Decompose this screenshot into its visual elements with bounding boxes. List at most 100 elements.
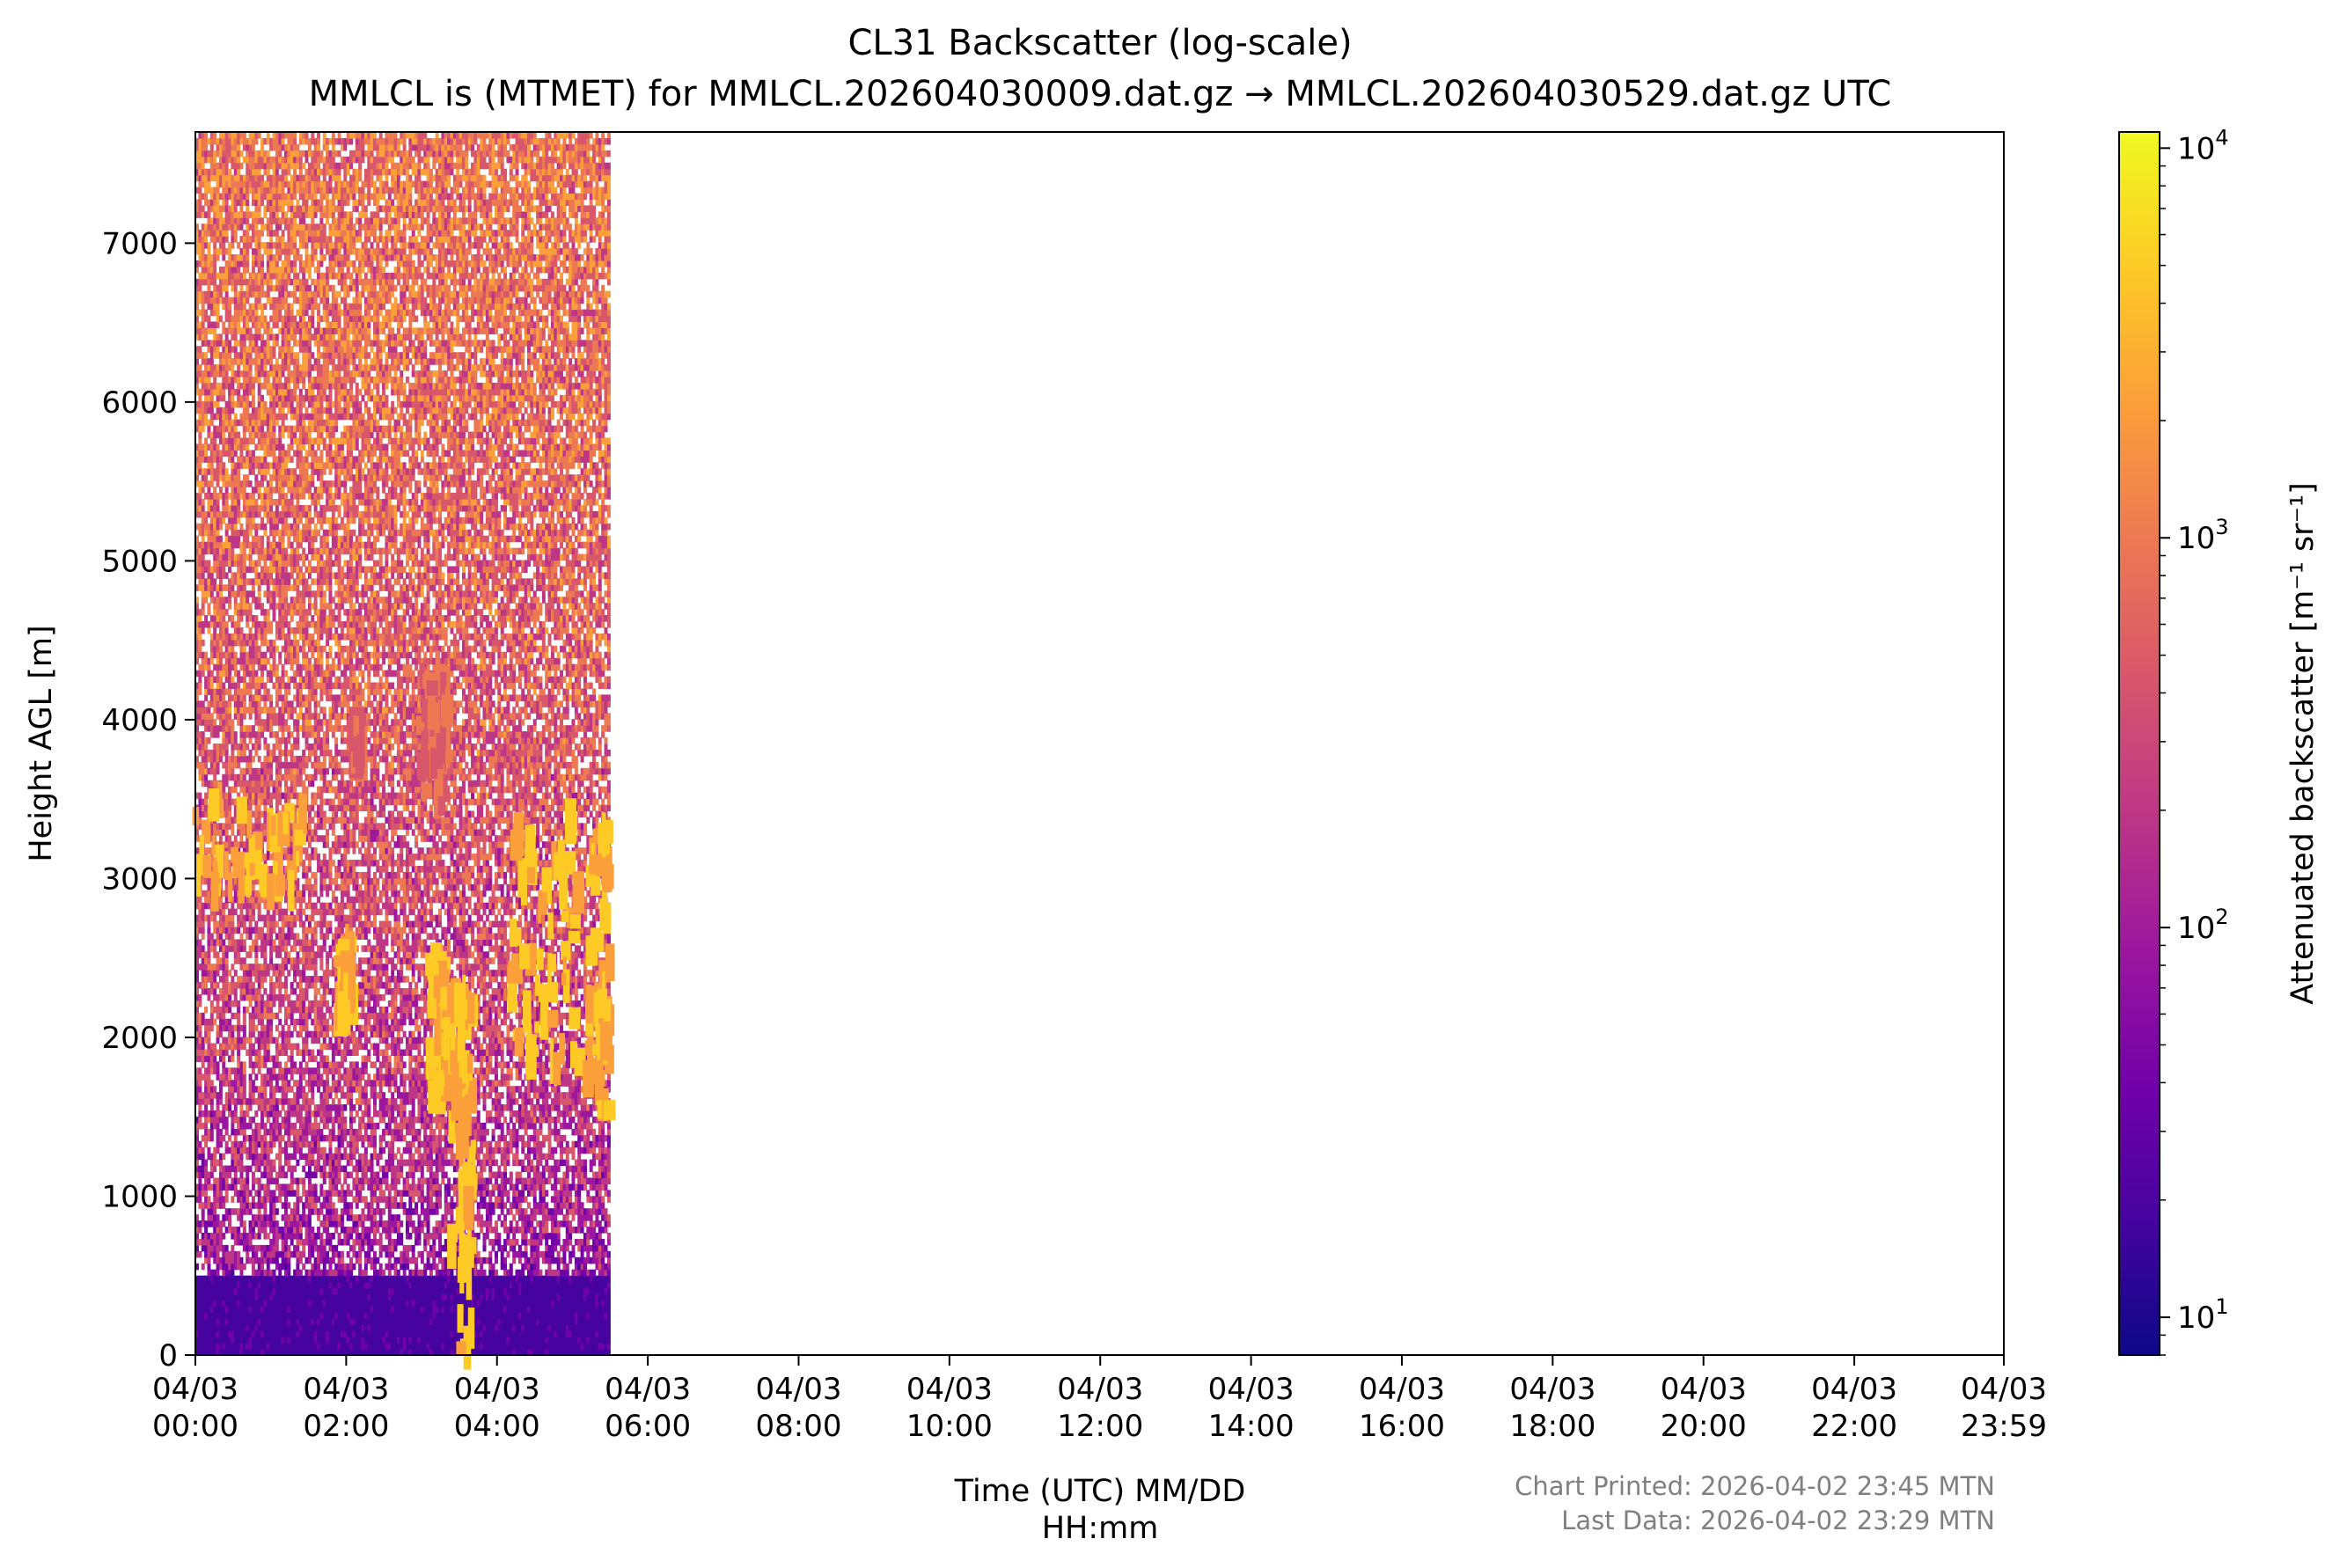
heatmap-cell [219, 291, 223, 298]
heatmap-cell [231, 548, 234, 555]
heatmap-cell [263, 211, 267, 218]
heatmap-cell [225, 236, 229, 243]
heatmap-cell [278, 254, 282, 261]
heatmap-cell [207, 927, 210, 934]
heatmap-cell [207, 664, 210, 671]
heatmap-cell [258, 688, 261, 695]
heatmap-cell [234, 970, 238, 977]
heatmap-cell [258, 805, 261, 812]
heatmap-cell [207, 1257, 210, 1264]
heatmap-cell [275, 1025, 279, 1032]
heatmap-cell [275, 333, 279, 341]
heatmap-cell [219, 1129, 223, 1136]
heatmap-cell [260, 603, 264, 610]
heatmap-cell [275, 1257, 279, 1264]
heatmap-cell [267, 688, 270, 695]
heatmap-cell [225, 621, 229, 628]
heatmap-cell [282, 927, 285, 934]
heatmap-cell [284, 1208, 288, 1215]
heatmap-cell [225, 285, 229, 292]
heatmap-cell [249, 1073, 253, 1081]
heatmap-cell [254, 640, 258, 647]
heatmap-cell [213, 1044, 216, 1051]
heatmap-cell [237, 536, 240, 543]
heatmap-cell [249, 1190, 253, 1197]
heatmap-cell [273, 407, 276, 414]
heatmap-cell [273, 426, 276, 433]
heatmap-cell [273, 1214, 276, 1221]
heatmap-cell [234, 426, 238, 433]
heatmap-cell [198, 438, 202, 445]
heatmap-cell [249, 805, 253, 812]
heatmap-cell [222, 432, 225, 439]
heatmap-cell [249, 951, 253, 958]
heatmap-cell [198, 615, 202, 622]
heatmap-cell [275, 1013, 279, 1020]
heatmap-cell [216, 1123, 220, 1130]
heatmap-cell [260, 267, 264, 274]
heatmap-cell [269, 694, 273, 701]
heatmap-cell [275, 211, 279, 218]
heatmap-cell [216, 304, 220, 311]
heatmap-cell [198, 462, 202, 469]
heatmap-cell [278, 1007, 282, 1014]
heatmap-cell [228, 340, 231, 347]
heatmap-cell [243, 1117, 246, 1124]
heatmap-cell [254, 340, 258, 347]
heatmap-cell [222, 909, 225, 916]
heatmap-cell [202, 609, 205, 616]
heatmap-cell [239, 627, 243, 634]
heatmap-cell [239, 1160, 243, 1167]
heatmap-cell [246, 744, 249, 751]
heatmap-cell [252, 389, 255, 396]
heatmap-cell [239, 933, 243, 940]
heatmap-cell [219, 590, 223, 597]
heatmap-cell [249, 1208, 253, 1215]
heatmap-cell [207, 707, 210, 714]
heatmap-cell [249, 370, 253, 377]
heatmap-cell [269, 1025, 273, 1032]
heatmap-cell [237, 432, 240, 439]
heatmap-cell [249, 242, 253, 249]
heatmap-cell [273, 450, 276, 457]
heatmap-cell [282, 1135, 285, 1142]
heatmap-cell [243, 737, 246, 744]
heatmap-cell [216, 762, 220, 769]
heatmap-cell [278, 658, 282, 665]
heatmap-cell [228, 994, 231, 1001]
heatmap-cell [258, 584, 261, 591]
heatmap-cell [207, 1031, 210, 1038]
heatmap-cell [222, 1154, 225, 1161]
heatmap-cell [225, 627, 229, 634]
heatmap [193, 132, 616, 1370]
heatmap-cell [284, 175, 288, 182]
heatmap-cell [198, 1117, 202, 1124]
heatmap-cell [231, 915, 234, 922]
heatmap-cell [254, 474, 258, 481]
heatmap-cell [282, 187, 285, 194]
heatmap-cell [213, 988, 216, 995]
heatmap-cell [228, 707, 231, 714]
heatmap-cell [234, 1172, 238, 1179]
heatmap-cell [269, 1019, 273, 1026]
heatmap-cell [278, 744, 282, 751]
heatmap-cell [275, 1208, 279, 1215]
heatmap-cell [204, 615, 208, 622]
heatmap-cell [258, 1177, 261, 1184]
heatmap-cell [284, 945, 288, 952]
heatmap-cell [260, 260, 264, 267]
heatmap-cell [249, 688, 253, 695]
heatmap-cell [202, 640, 205, 647]
heatmap-cell [267, 377, 270, 384]
heatmap-cell [249, 921, 253, 928]
heatmap-cell [202, 505, 205, 512]
heatmap-cell [254, 921, 258, 928]
heatmap-cell [213, 242, 216, 249]
heatmap-cell [228, 603, 231, 610]
heatmap-cell [249, 1166, 253, 1173]
heatmap-cell [252, 756, 255, 763]
heatmap-cell [207, 1196, 210, 1203]
heatmap-cell [269, 762, 273, 769]
heatmap-cell [282, 970, 285, 977]
heatmap-cell [269, 768, 273, 775]
